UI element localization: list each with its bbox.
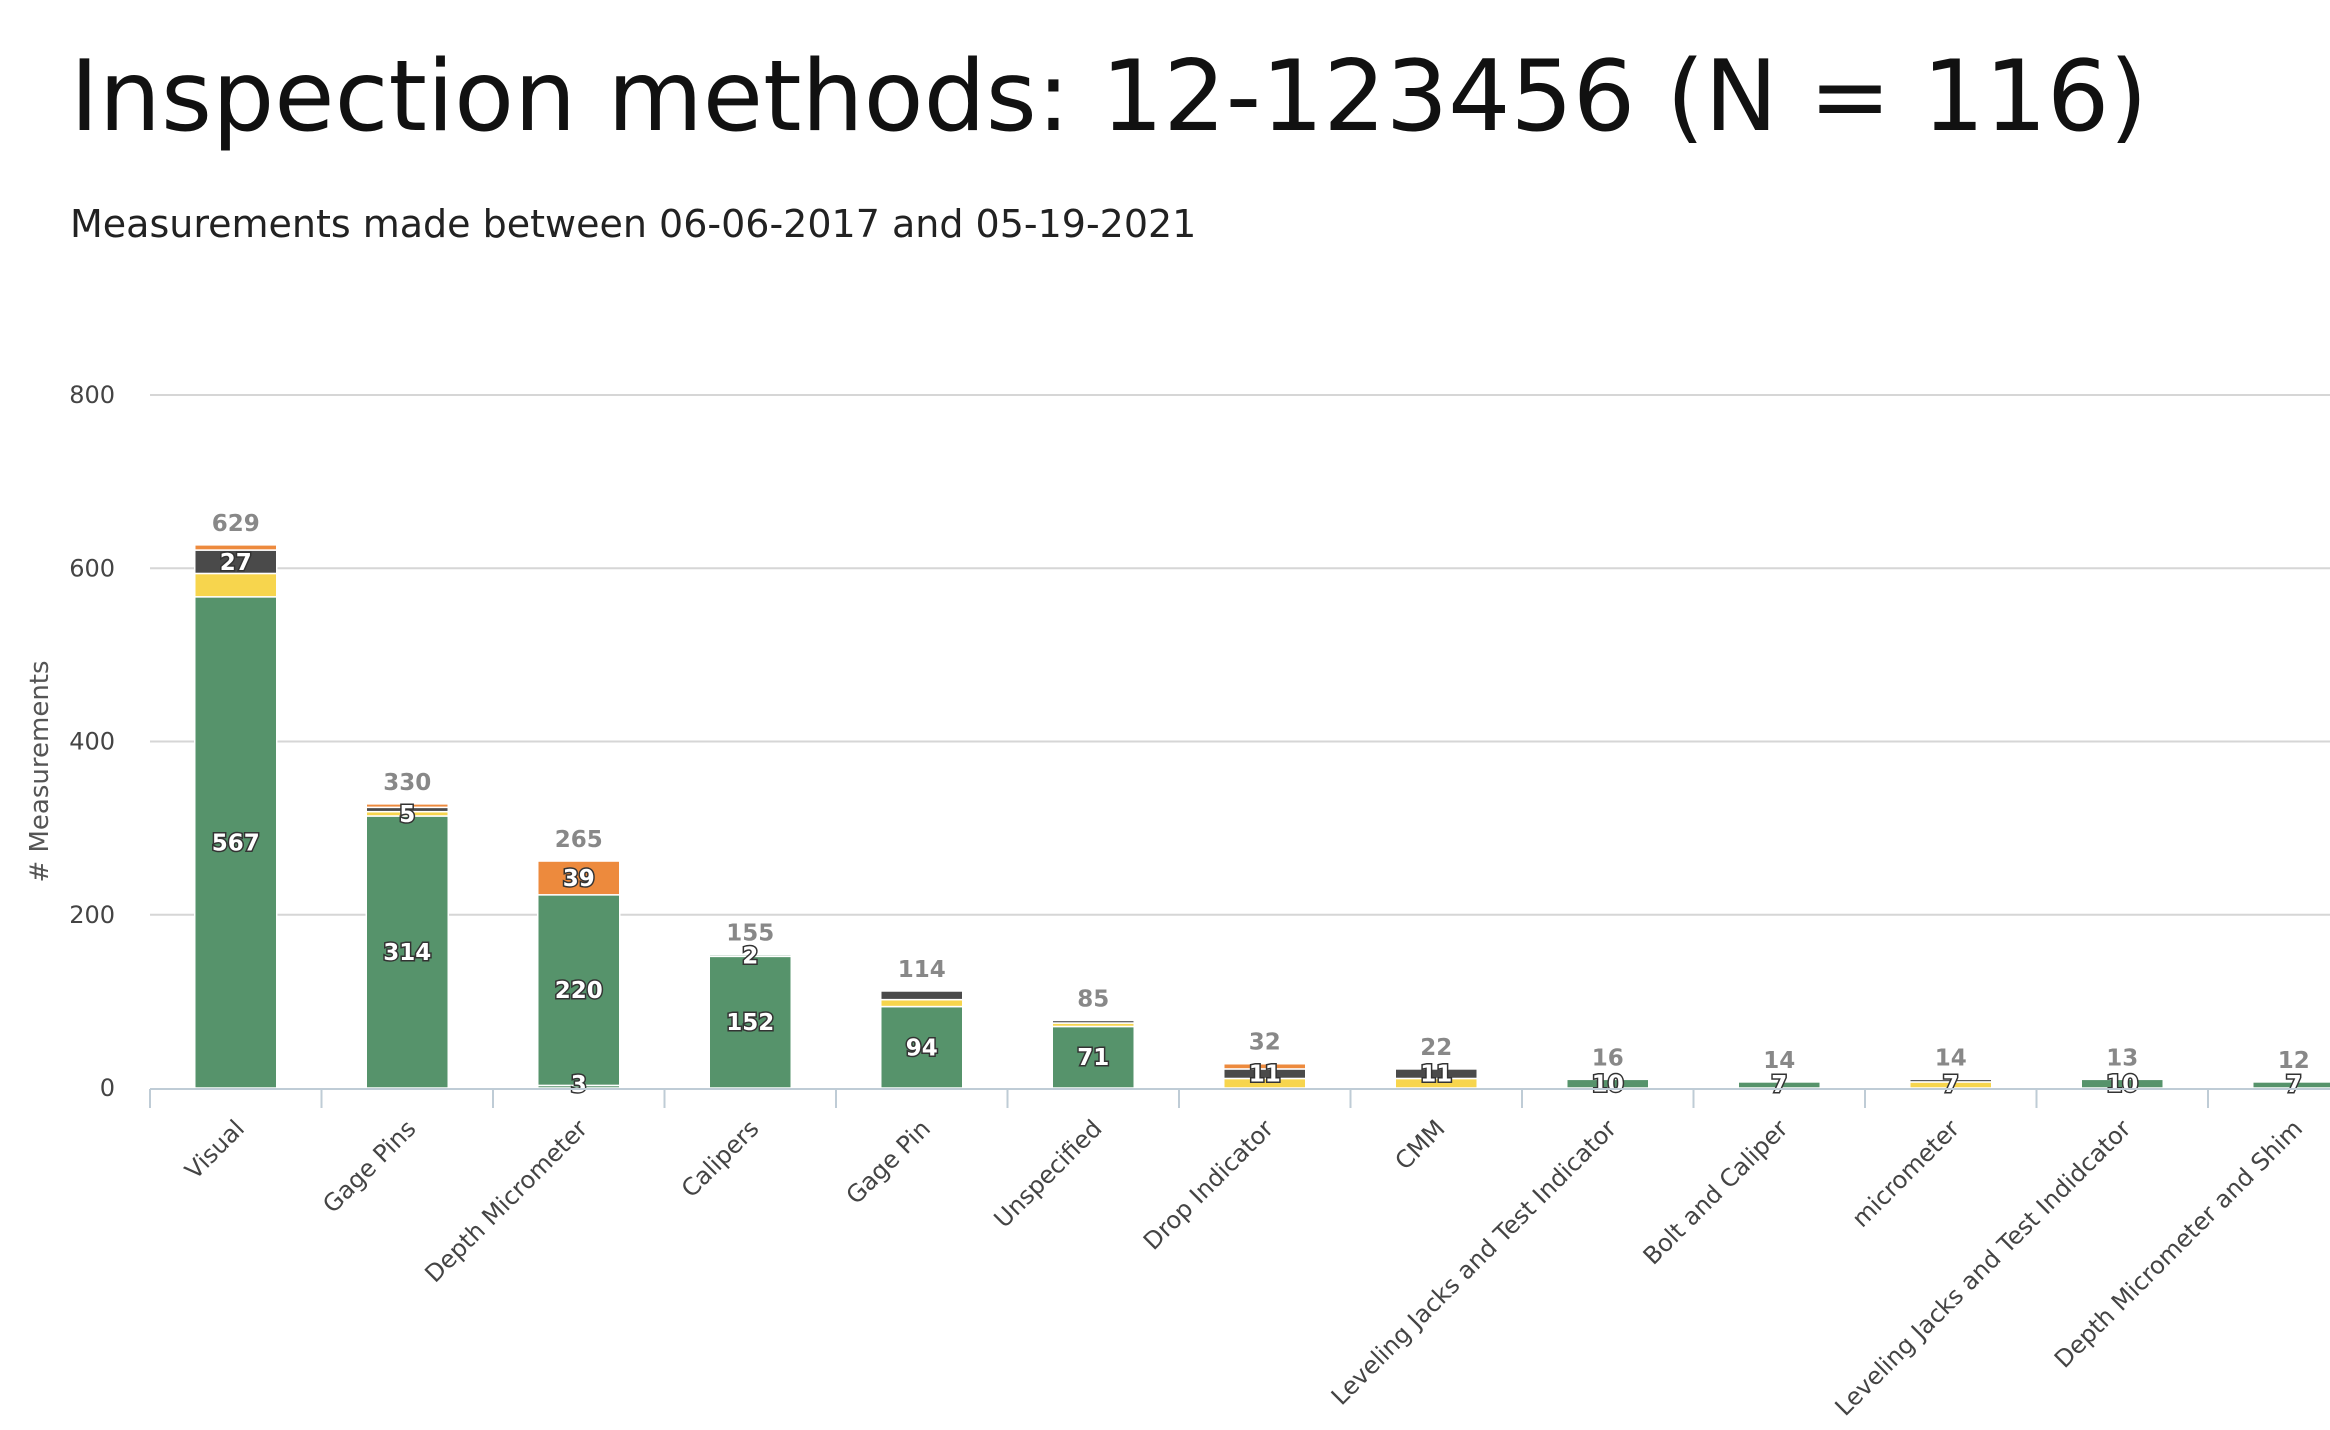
y-tick-label: 200 — [69, 901, 115, 929]
y-axis-ticks: 0 200 400 600 800 — [69, 381, 115, 1102]
bar-segment — [1051, 1019, 1135, 1024]
bar-total-label: 22 — [1420, 1035, 1452, 1061]
segment-data-label: 27 — [220, 550, 252, 576]
bar-segment — [1909, 1078, 1993, 1083]
bar-segment — [537, 860, 621, 896]
x-tick-label: Calipers — [676, 1114, 765, 1203]
bar-total-label: 85 — [1077, 986, 1109, 1012]
y-tick-label: 600 — [69, 554, 115, 582]
x-tick-label: Leveling Jacks and Test Indicator — [1326, 1114, 1622, 1410]
page-title: Inspection methods: 12-123456 (N = 116) — [70, 40, 2148, 154]
segment-data-label: 5 — [399, 802, 415, 828]
y-axis-title: # Measurements — [25, 660, 55, 882]
y-tick-label: 400 — [69, 728, 115, 756]
segment-data-label: 11 — [1420, 1062, 1452, 1088]
y-tick-label: 0 — [100, 1074, 115, 1102]
bar-stack: 71 85 — [1051, 986, 1135, 1089]
segment-data-label: 7 — [2286, 1072, 2302, 1098]
bar-stack: 712 — [2252, 1048, 2330, 1100]
x-tick-label: Leveling Jacks and Test Indidcator — [1830, 1114, 2137, 1421]
segment-data-label: 7 — [1943, 1072, 1959, 1098]
bar-stack: 714 — [1737, 1048, 1821, 1100]
x-tick-label: Unspecified — [989, 1114, 1108, 1233]
segment-data-label: 152 — [726, 1010, 774, 1036]
bar-segment — [365, 803, 449, 809]
bar-segment — [1223, 1062, 1307, 1070]
segment-data-label: 10 — [2106, 1072, 2138, 1098]
bar-stack: 94 114 — [880, 957, 964, 1089]
bar-segment — [1051, 1025, 1135, 1089]
bar-stack: 714 — [1909, 1045, 1993, 1100]
segment-data-label: 94 — [906, 1035, 938, 1061]
bar-total-label: 12 — [2278, 1048, 2310, 1074]
segment-data-label: 11 — [1249, 1062, 1281, 1088]
bar-total-label: 330 — [383, 770, 431, 796]
segment-data-label: 71 — [1077, 1045, 1109, 1071]
bar-total-label: 13 — [2106, 1045, 2138, 1071]
x-tick-label: Drop Indicator — [1138, 1114, 1279, 1255]
bar-segment — [537, 894, 621, 1087]
x-tick-label: Bolt and Caliper — [1638, 1114, 1794, 1270]
segment-data-label: 39 — [563, 866, 595, 892]
grid-lines — [150, 394, 2330, 916]
bar-total-label: 114 — [898, 957, 946, 983]
bar-segment — [194, 544, 278, 551]
x-tick-label: Visual — [180, 1114, 250, 1184]
bar-stack: 314 5 330 — [365, 770, 449, 1089]
bar-total-label: 14 — [1935, 1045, 1967, 1071]
x-axis — [149, 1088, 2330, 1108]
bar-total-label: 14 — [1763, 1048, 1795, 1074]
page-subtitle: Measurements made between 06-06-2017 and… — [70, 202, 1197, 246]
segment-data-label: 314 — [383, 940, 431, 966]
bar-segment — [708, 953, 792, 958]
bar-total-label: 629 — [212, 511, 260, 537]
bar-segment — [880, 990, 964, 1001]
bar-stack: 3 220 39 265 — [537, 827, 621, 1100]
bar-stack: 567 27 629 — [194, 511, 278, 1089]
x-tick-label: Gage Pin — [841, 1114, 936, 1209]
x-tick-label: Gage Pins — [317, 1114, 421, 1218]
segment-data-label: 567 — [212, 830, 260, 856]
x-tick-label: Depth Micrometer — [419, 1114, 593, 1288]
segment-data-label: 2 — [742, 943, 758, 969]
x-tick-label: CMM — [1390, 1114, 1451, 1175]
segment-data-label: 10 — [1592, 1072, 1624, 1098]
y-tick-label: 800 — [69, 381, 115, 409]
segment-data-label: 220 — [555, 978, 603, 1004]
bar-segment — [194, 572, 278, 598]
segment-data-label: 7 — [1771, 1072, 1787, 1098]
segment-data-label: 3 — [571, 1072, 587, 1098]
bar-segment — [1394, 1068, 1478, 1080]
bar-total-label: 265 — [555, 827, 603, 853]
bar-total-label: 32 — [1249, 1030, 1281, 1056]
bar-segment — [880, 1005, 964, 1089]
bar-total-label: 155 — [726, 921, 774, 947]
x-tick-label: micrometer — [1847, 1114, 1966, 1233]
bar-segment — [708, 955, 792, 1089]
bar-segment — [880, 998, 964, 1008]
bar-total-label: 16 — [1592, 1045, 1624, 1071]
